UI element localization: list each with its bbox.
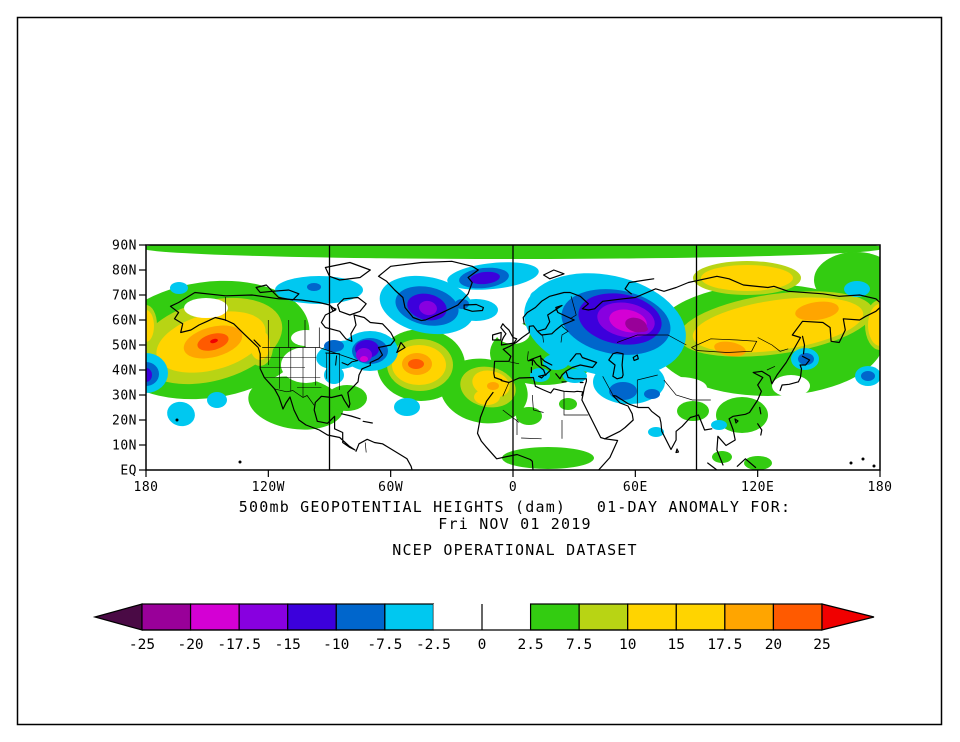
colorbar: -25 -20 -17.5 -15 -10 -7.5 -2.5 0 2.5 7.5 10 15 17.5… <box>95 604 874 653</box>
anomaly-blob <box>861 371 875 381</box>
lon-tick-label: 180 <box>868 480 893 495</box>
lon-tick-label: 60E <box>623 480 648 495</box>
map-speck <box>176 419 179 422</box>
anomaly-blob <box>207 392 227 408</box>
anomaly-blob <box>474 389 500 405</box>
colorbar-tick-label: -2.5 <box>416 637 451 653</box>
map-speck <box>850 462 853 465</box>
map-speck <box>239 461 242 464</box>
lat-tick-label: 40N <box>112 364 137 379</box>
colorbar-tick-label: -25 <box>129 637 155 653</box>
anomaly-blob <box>559 398 577 410</box>
latitude-axis: 90N 80N 70N 60N 50N 40N 30N 20N 10N EQ <box>112 239 146 479</box>
lat-tick-label: EQ <box>120 464 137 479</box>
page: 90N 80N 70N 60N 50N 40N 30N 20N 10N EQ 180 120W 60W… <box>0 0 960 742</box>
colorbar-tick-label: 20 <box>765 637 782 653</box>
lat-tick-label: 20N <box>112 414 137 429</box>
anomaly-blob <box>644 389 660 399</box>
colorbar-tick-label: 0 <box>478 637 487 653</box>
lat-tick-label: 10N <box>112 439 137 454</box>
lon-tick-label: 120W <box>252 480 285 495</box>
anomaly-blob <box>394 398 420 416</box>
colorbar-tick-label: 10 <box>619 637 636 653</box>
anomaly-blob <box>360 356 368 362</box>
colorbar-segment <box>773 604 822 630</box>
anomaly-blob <box>487 382 499 390</box>
lat-tick-label: 50N <box>112 339 137 354</box>
lat-tick-label: 30N <box>112 389 137 404</box>
colorbar-segment <box>288 604 337 630</box>
lat-tick-label: 70N <box>112 289 137 304</box>
colorbar-segment <box>531 604 580 630</box>
colorbar-right-arrow <box>822 604 874 630</box>
lon-tick-label: 60W <box>378 480 403 495</box>
colorbar-segment <box>336 604 385 630</box>
colorbar-segment <box>579 604 628 630</box>
colorbar-left-arrow <box>95 604 142 630</box>
anomaly-blob <box>408 359 424 369</box>
colorbar-tick-label: -20 <box>177 637 203 653</box>
lat-tick-label: 80N <box>112 264 137 279</box>
anomaly-blob <box>291 330 321 346</box>
anomaly-blob <box>184 298 228 318</box>
anomaly-blob <box>327 385 367 411</box>
colorbar-tick-label: 15 <box>668 637 685 653</box>
map-title-date: Fri NOV 01 2019 <box>438 515 591 533</box>
colorbar-tick-label: -7.5 <box>367 637 402 653</box>
anomaly-blob <box>502 447 594 469</box>
colorbar-tick-label: 17.5 <box>707 637 742 653</box>
anomaly-blob <box>744 456 772 470</box>
lon-tick-label: 180 <box>134 480 159 495</box>
colorbar-segment <box>385 604 434 630</box>
anomaly-blob <box>701 265 793 291</box>
colorbar-segment <box>433 604 482 630</box>
colorbar-segment <box>676 604 725 630</box>
anomaly-blob <box>711 420 727 430</box>
lon-tick-label: 0 <box>509 480 517 495</box>
anomaly-blob <box>307 283 321 291</box>
map-title: 500mb GEOPOTENTIAL HEIGHTS (dam) 01-DAY … <box>239 498 791 516</box>
colorbar-tick-label: -17.5 <box>217 637 261 653</box>
colorbar-segment <box>191 604 240 630</box>
colorbar-tick-label: -10 <box>323 637 349 653</box>
anomaly-blob <box>170 282 188 294</box>
longitude-axis: 180 120W 60W 0 60E 120E 180 <box>134 470 893 495</box>
lat-tick-label: 90N <box>112 239 137 254</box>
colorbar-tick-label: 25 <box>813 637 830 653</box>
colorbar-tick-label: 7.5 <box>566 637 592 653</box>
anomaly-blob <box>609 382 637 400</box>
anomaly-blob <box>772 375 810 397</box>
map-speck <box>873 465 876 468</box>
figure-canvas: 90N 80N 70N 60N 50N 40N 30N 20N 10N EQ 180 120W 60W… <box>0 0 960 742</box>
anomaly-blob <box>798 353 814 365</box>
colorbar-segment <box>725 604 774 630</box>
colorbar-tick-label: -15 <box>275 637 301 653</box>
anomaly-blob <box>324 366 344 384</box>
anomaly-blob <box>516 407 542 425</box>
lat-tick-label: 60N <box>112 314 137 329</box>
anomaly-blob <box>638 326 648 332</box>
colorbar-tick-label: 2.5 <box>517 637 543 653</box>
map-plot <box>99 237 898 470</box>
anomaly-blob <box>677 401 709 421</box>
map-speck <box>862 458 865 461</box>
colorbar-segment <box>239 604 288 630</box>
anomaly-blob <box>530 368 550 382</box>
dataset-label: NCEP OPERATIONAL DATASET <box>392 541 638 559</box>
colorbar-segment <box>628 604 677 630</box>
lon-tick-label: 120E <box>741 480 774 495</box>
colorbar-segment <box>482 604 531 630</box>
colorbar-segment <box>142 604 191 630</box>
